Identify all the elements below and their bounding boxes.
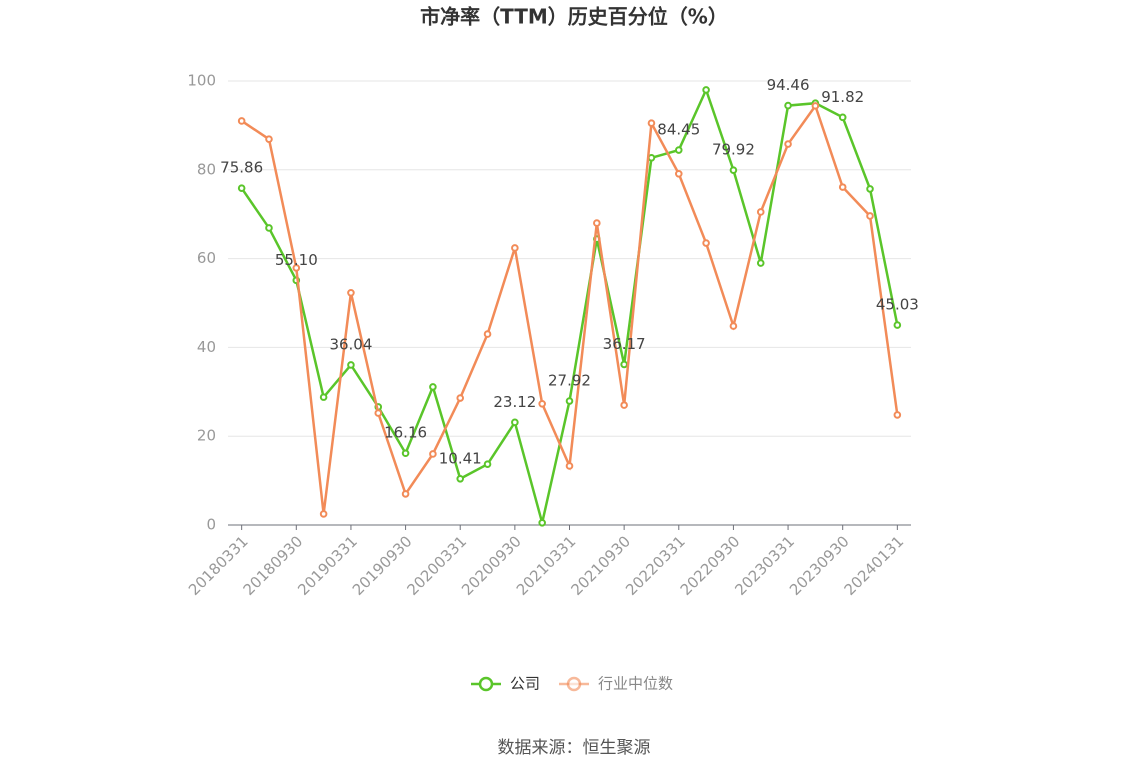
point — [756, 208, 765, 216]
data-label: 23.12 — [493, 393, 536, 411]
point — [866, 212, 874, 220]
data-label: 10.41 — [439, 449, 482, 467]
point — [620, 360, 628, 369]
y-tick-label: 40 — [197, 338, 216, 356]
point — [565, 462, 574, 470]
point — [511, 418, 519, 427]
point — [511, 244, 519, 252]
point — [237, 184, 246, 192]
point — [265, 224, 273, 232]
point — [756, 259, 765, 267]
point — [784, 101, 792, 110]
point — [893, 411, 902, 419]
data-label: 27.92 — [548, 372, 591, 390]
data-label: 55.10 — [275, 251, 318, 269]
legend-label: 公司 — [510, 675, 540, 693]
point — [374, 409, 383, 417]
point — [729, 166, 738, 174]
point — [811, 102, 820, 110]
point — [483, 460, 492, 468]
x-tick-label: 20240131 — [841, 532, 908, 599]
point — [265, 135, 273, 143]
chart-title: 市净率（TTM）历史百分位（%） — [420, 5, 728, 29]
legend-marker — [478, 676, 494, 692]
point — [292, 264, 301, 272]
point — [866, 185, 874, 193]
point — [401, 490, 410, 498]
legend-label: 行业中位数 — [598, 675, 673, 693]
y-tick-label: 60 — [197, 249, 216, 267]
data-label: 36.04 — [329, 335, 372, 353]
series-line — [240, 103, 899, 515]
data-label: 36.17 — [603, 335, 646, 353]
y-tick-label: 100 — [187, 72, 216, 90]
data-label: 45.03 — [876, 296, 919, 314]
point — [429, 450, 437, 458]
point — [674, 169, 683, 178]
y-tick-label: 0 — [206, 516, 216, 534]
source: 数据来源：恒生聚源 — [498, 738, 651, 758]
data-label: 79.92 — [712, 141, 755, 159]
point — [401, 449, 410, 458]
data-label: 16.16 — [384, 424, 427, 442]
data-label: 91.82 — [821, 88, 864, 106]
legend-marker — [566, 676, 582, 692]
point — [456, 474, 465, 483]
data-label: 94.46 — [767, 76, 810, 94]
y-tick-label: 20 — [197, 427, 216, 445]
point — [483, 330, 492, 338]
point — [565, 397, 574, 405]
point — [893, 321, 902, 329]
point — [347, 288, 355, 297]
point — [838, 183, 847, 191]
point — [538, 399, 546, 408]
point — [620, 401, 628, 409]
data-label: 84.45 — [657, 121, 700, 139]
point — [319, 510, 328, 518]
point — [674, 146, 683, 154]
point — [702, 86, 710, 94]
y-tick-label: 80 — [197, 160, 216, 178]
data-label: 75.86 — [220, 159, 263, 177]
point — [319, 393, 328, 401]
point — [647, 119, 656, 127]
point — [729, 322, 738, 330]
point — [838, 113, 847, 122]
point — [784, 140, 792, 148]
point — [538, 518, 546, 527]
point — [593, 219, 601, 227]
point — [429, 383, 437, 391]
point — [702, 239, 710, 247]
point — [456, 394, 465, 402]
point — [347, 361, 355, 369]
point — [237, 117, 246, 125]
